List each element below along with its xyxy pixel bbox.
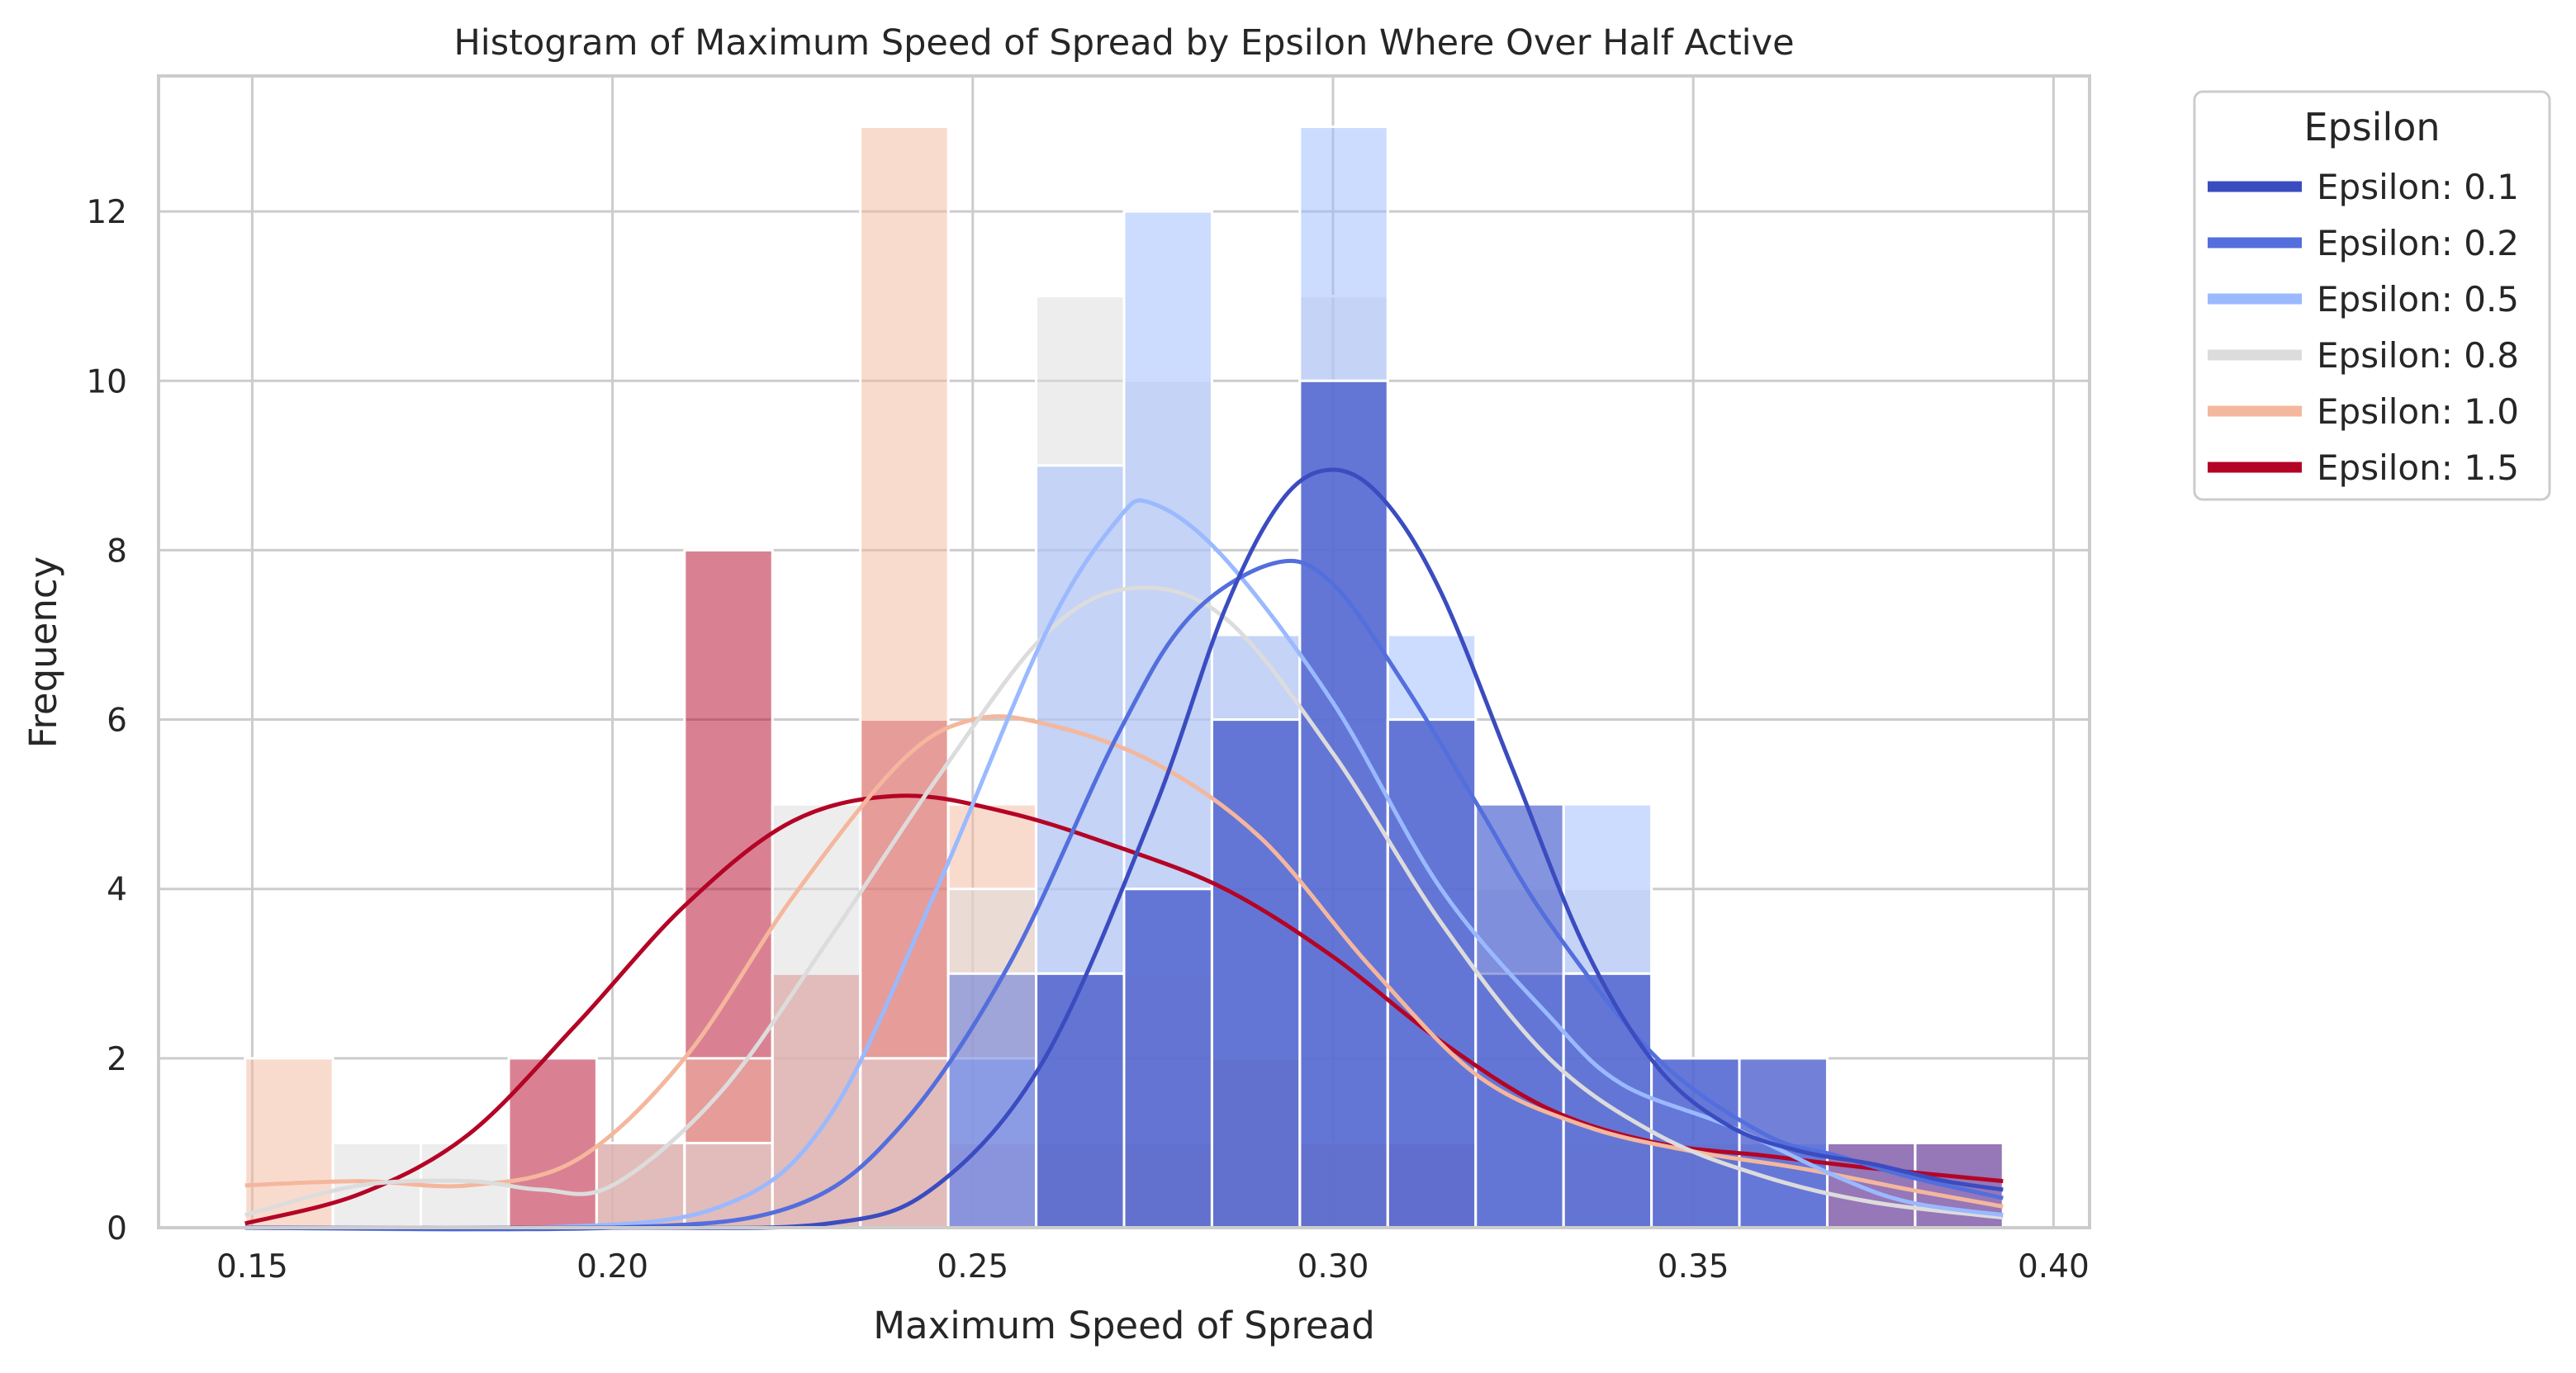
kde-line [244,585,2004,1220]
x-tick-label: 0.25 [937,1248,1008,1285]
legend-label: Epsilon: 0.2 [2317,223,2519,263]
plot-frame [157,74,2091,1229]
legend-box [2193,90,2551,501]
chart-title: Histogram of Maximum Speed of Spread by … [453,22,1794,64]
tick-labels: 0.15 0.20 0.25 0.30 0.35 0.40 0 2 4 6 8 10 12 [86,194,2089,1285]
y-axis-label: Frequency [21,556,65,748]
kde-curves [244,467,2004,1232]
y-tick-label: 12 [86,194,127,231]
histogram-bar [1298,379,1389,1229]
histogram-bar [859,125,950,1229]
histogram-bar [1562,972,1653,1229]
histogram-bar [1035,972,1126,1229]
legend-title: Epsilon [2303,105,2440,149]
x-tick-label: 0.30 [1297,1248,1369,1285]
histogram-bar [1386,718,1478,1229]
y-tick-label: 0 [107,1210,127,1248]
legend-label: Epsilon: 1.0 [2317,391,2519,432]
kde-line [244,467,2004,1230]
y-tick-label: 2 [107,1041,127,1078]
y-tick-label: 8 [107,533,127,570]
x-tick-label: 0.35 [1658,1248,1729,1285]
legend-entries: Epsilon: 0.1 Epsilon: 0.2 Epsilon: 0.5 Epsi… [2208,167,2519,488]
kde-line [244,498,2004,1232]
histogram-bar [1210,718,1302,1229]
legend-label: Epsilon: 0.8 [2317,335,2519,376]
legend-label: Epsilon: 1.5 [2317,447,2519,488]
x-tick-label: 0.15 [216,1248,288,1285]
kde-line [244,558,2004,1232]
x-tick-label: 0.20 [576,1248,648,1285]
y-tick-label: 10 [86,363,127,400]
y-tick-label: 4 [107,872,127,909]
histogram-bar [946,972,1038,1229]
histogram-bar [1122,888,1213,1229]
histogram-bars [244,125,2004,1229]
legend-label: Epsilon: 0.5 [2317,279,2519,320]
histogram-bar [244,1057,334,1229]
x-axis-label: Maximum Speed of Spread [873,1304,1375,1347]
x-tick-label: 0.40 [2018,1248,2090,1285]
y-tick-label: 6 [107,703,127,740]
legend-label: Epsilon: 0.1 [2317,167,2519,207]
